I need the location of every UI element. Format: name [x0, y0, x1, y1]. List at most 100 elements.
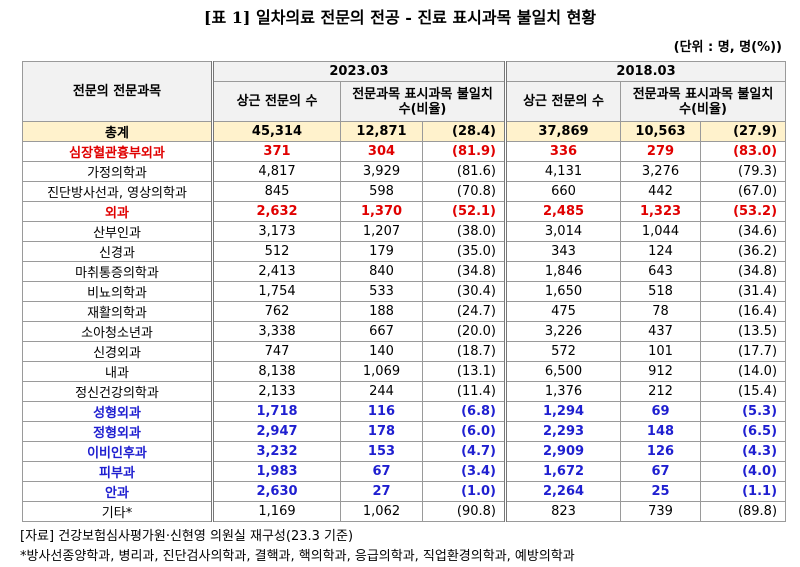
value-cell: (27.9) [699, 121, 787, 142]
value-cell: 2,413 [211, 261, 341, 282]
value-cell: (3.4) [422, 461, 506, 482]
value-cell: 572 [504, 341, 621, 362]
specialty-cell: 소아청소년과 [22, 321, 213, 342]
value-cell: 3,276 [620, 161, 701, 182]
specialty-cell: 안과 [22, 481, 213, 502]
value-cell: 3,338 [211, 321, 341, 342]
value-cell: 37,869 [504, 121, 621, 142]
value-cell: 1,718 [211, 401, 341, 422]
value-cell: 1,754 [211, 281, 341, 302]
value-cell: (81.6) [422, 161, 506, 182]
value-cell: 304 [340, 141, 423, 162]
value-cell: 279 [620, 141, 701, 162]
header-cell: 상근 전문의 수 [211, 81, 341, 122]
value-cell: 244 [340, 381, 423, 402]
value-cell: 1,207 [340, 221, 423, 242]
specialty-cell: 정형외과 [22, 421, 213, 442]
value-cell: 153 [340, 441, 423, 462]
value-cell: 512 [211, 241, 341, 262]
value-cell: 660 [504, 181, 621, 202]
header-cell: 전문의 전문과목 [22, 61, 213, 122]
value-cell: (30.4) [422, 281, 506, 302]
header-cell: 2023.03 [211, 61, 506, 82]
value-cell: (70.8) [422, 181, 506, 202]
value-cell: 1,376 [504, 381, 621, 402]
value-cell: 1,650 [504, 281, 621, 302]
value-cell: 845 [211, 181, 341, 202]
value-cell: 2,947 [211, 421, 341, 442]
value-cell: (15.4) [699, 381, 787, 402]
specialty-cell: 기타* [22, 501, 213, 522]
value-cell: 67 [620, 461, 701, 482]
value-cell: (36.2) [699, 241, 787, 262]
value-cell: (34.8) [422, 261, 506, 282]
value-cell: 8,138 [211, 361, 341, 382]
value-cell: (1.1) [699, 481, 787, 502]
value-cell: 12,871 [340, 121, 423, 142]
value-cell: 10,563 [620, 121, 701, 142]
value-cell: 475 [504, 301, 621, 322]
value-cell: 2,133 [211, 381, 341, 402]
table-row: 신경과 512 179 (35.0) 343 124 (36.2) [22, 241, 787, 262]
table-row: 피부과 1,983 67 (3.4) 1,672 67 (4.0) [22, 461, 787, 482]
table-row: 가정의학과 4,817 3,929 (81.6) 4,131 3,276 (79.3) [22, 161, 787, 182]
value-cell: 2,909 [504, 441, 621, 462]
value-cell: (6.0) [422, 421, 506, 442]
value-cell: 188 [340, 301, 423, 322]
value-cell: 336 [504, 141, 621, 162]
value-cell: (52.1) [422, 201, 506, 222]
value-cell: (31.4) [699, 281, 787, 302]
value-cell: 518 [620, 281, 701, 302]
value-cell: 116 [340, 401, 423, 422]
value-cell: (6.5) [699, 421, 787, 442]
table-row: 정형외과 2,947 178 (6.0) 2,293 148 (6.5) [22, 421, 787, 442]
value-cell: 643 [620, 261, 701, 282]
value-cell: 667 [340, 321, 423, 342]
value-cell: 126 [620, 441, 701, 462]
table-row: 비뇨의학과 1,754 533 (30.4) 1,650 518 (31.4) [22, 281, 787, 302]
header-cell: 상근 전문의 수 [504, 81, 621, 122]
table-row: 외과 2,632 1,370 (52.1) 2,485 1,323 (53.2) [22, 201, 787, 222]
table-row: 재활의학과 762 188 (24.7) 475 78 (16.4) [22, 301, 787, 322]
value-cell: 1,044 [620, 221, 701, 242]
table-row: 이비인후과 3,232 153 (4.7) 2,909 126 (4.3) [22, 441, 787, 462]
table-row: 기타* 1,169 1,062 (90.8) 823 739 (89.8) [22, 501, 787, 522]
value-cell: 533 [340, 281, 423, 302]
specialty-cell: 신경과 [22, 241, 213, 262]
value-cell: (4.7) [422, 441, 506, 462]
value-cell: (34.8) [699, 261, 787, 282]
value-cell: (34.6) [699, 221, 787, 242]
specialty-cell: 재활의학과 [22, 301, 213, 322]
value-cell: 1,983 [211, 461, 341, 482]
specialty-cell: 총계 [22, 121, 213, 142]
value-cell: 747 [211, 341, 341, 362]
value-cell: (35.0) [422, 241, 506, 262]
value-cell: (18.7) [422, 341, 506, 362]
specialty-cell: 성형외과 [22, 401, 213, 422]
value-cell: 3,226 [504, 321, 621, 342]
value-cell: 1,846 [504, 261, 621, 282]
source-note: [자료] 건강보험심사평가원·신현영 의원실 재구성(23.3 기준) [20, 529, 354, 544]
table-header: 전문의 전문과목 2023.03 2018.03 상근 전문의 수 전문과목 표… [22, 61, 787, 122]
value-cell: 371 [211, 141, 341, 162]
title: [표 1] 일차의료 전문의 전공 - 진료 표시과목 불일치 현황 [203, 8, 597, 27]
value-cell: 840 [340, 261, 423, 282]
value-cell: (81.9) [422, 141, 506, 162]
value-cell: 25 [620, 481, 701, 502]
table: 전문의 전문과목 2023.03 2018.03 상근 전문의 수 전문과목 표… [22, 61, 787, 522]
value-cell: 27 [340, 481, 423, 502]
value-cell: 823 [504, 501, 621, 522]
value-cell: (53.2) [699, 201, 787, 222]
value-cell: 212 [620, 381, 701, 402]
value-cell: 3,929 [340, 161, 423, 182]
value-cell: 140 [340, 341, 423, 362]
table-row: 신경외과 747 140 (18.7) 572 101 (17.7) [22, 341, 787, 362]
value-cell: (16.4) [699, 301, 787, 322]
value-cell: 1,069 [340, 361, 423, 382]
header-cell: 전문과목 표시과목 불일치 수(비율) [619, 81, 787, 122]
value-cell: 598 [340, 181, 423, 202]
table-row: 산부인과 3,173 1,207 (38.0) 3,014 1,044 (34.6) [22, 221, 787, 242]
specialty-cell: 피부과 [22, 461, 213, 482]
value-cell: 69 [620, 401, 701, 422]
